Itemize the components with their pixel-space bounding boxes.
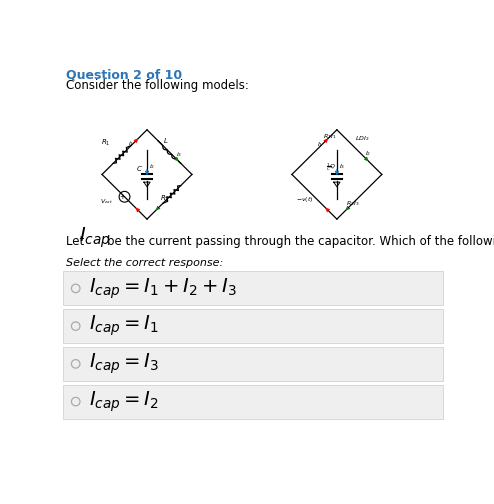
Text: $I_{cap} = I_2$: $I_{cap} = I_2$ [89,389,159,414]
Text: $LDI_2$: $LDI_2$ [355,134,370,143]
Text: $V_{ext}$: $V_{ext}$ [100,197,113,206]
FancyBboxPatch shape [63,272,443,305]
FancyBboxPatch shape [63,385,443,418]
Text: Question 2 of 10: Question 2 of 10 [66,68,182,81]
Text: $C$: $C$ [136,164,143,173]
FancyBboxPatch shape [63,309,443,343]
Text: $i_2$: $i_2$ [149,162,156,171]
Text: $R_1I_1$: $R_1I_1$ [324,132,337,141]
Text: $i_1$: $i_1$ [128,140,134,148]
Text: $R_2$: $R_2$ [160,194,169,204]
Text: $I_{cap} = I_1$: $I_{cap} = I_1$ [89,314,159,338]
Text: $\frac{1}{C}Q$: $\frac{1}{C}Q$ [326,161,336,173]
FancyBboxPatch shape [63,347,443,381]
Text: $I_{cap}$: $I_{cap}$ [79,226,111,250]
Text: Consider the following models:: Consider the following models: [66,79,249,92]
Text: $L$: $L$ [163,137,168,146]
Text: $R_3I_3$: $R_3I_3$ [346,199,359,208]
Text: be the current passing through the capacitor. Which of the following equations i: be the current passing through the capac… [107,235,494,248]
Text: $I_{cap} = I_3$: $I_{cap} = I_3$ [89,352,159,376]
Text: $-v(t)$: $-v(t)$ [296,195,314,204]
Text: Let: Let [66,235,88,248]
Text: Select the correct response:: Select the correct response: [66,258,224,268]
Text: $I_{cap} = I_1 + I_2 + I_3$: $I_{cap} = I_1 + I_2 + I_3$ [89,276,237,301]
Text: $I_1$: $I_1$ [317,140,323,149]
Text: +: + [119,194,125,200]
Text: $i_3$: $i_3$ [175,151,182,159]
Text: $I_2$: $I_2$ [366,149,371,158]
Text: $I_3$: $I_3$ [339,162,345,171]
Text: $R_1$: $R_1$ [101,138,111,148]
